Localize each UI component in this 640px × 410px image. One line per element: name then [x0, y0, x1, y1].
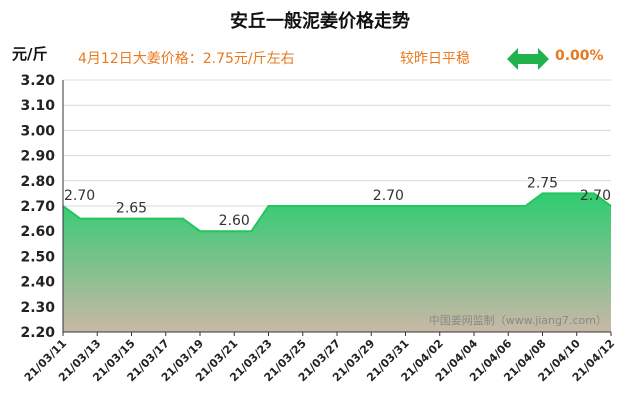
data-label: 2.60 [219, 213, 250, 229]
price-note: 4月12日大姜价格：2.75元/斤左右 [78, 51, 295, 67]
double-arrow-icon [507, 48, 549, 70]
data-label: 2.65 [116, 201, 147, 217]
chart-title: 安丘一般泥姜价格走势 [230, 11, 410, 32]
y-tick-label: 2.70 [20, 199, 55, 215]
compare-label: 较昨日平稳 [400, 51, 470, 67]
x-tick-labels: 21/03/1121/03/1321/03/1521/03/1721/03/19… [22, 332, 617, 384]
y-tick-label: 2.40 [20, 275, 55, 291]
data-label: 2.70 [64, 188, 95, 204]
price-line [62, 192, 612, 233]
price-area [63, 193, 611, 332]
y-tick-labels: 2.20 2.30 2.40 2.50 2.60 2.70 2.80 2.90 3.00 3.10… [20, 73, 55, 341]
compare-value: 0.00% [555, 48, 604, 64]
y-tick-label: 2.30 [20, 300, 55, 316]
y-tick-label: 3.10 [20, 98, 55, 114]
watermark-text: 中国姜网监制（www.jiang7.com） [429, 313, 607, 327]
y-axis-unit: 元/斤 [12, 45, 48, 63]
y-tick-label: 3.20 [20, 73, 55, 89]
data-label: 2.75 [527, 175, 558, 191]
data-label: 2.70 [373, 188, 404, 204]
data-label: 2.70 [580, 188, 611, 204]
y-tick-label: 2.50 [20, 249, 55, 265]
y-tick-label: 2.20 [20, 325, 55, 341]
y-tick-label: 2.80 [20, 174, 55, 190]
y-tick-label: 2.90 [20, 149, 55, 165]
y-tick-label: 3.00 [20, 123, 55, 139]
double-arrow-shape [507, 48, 549, 70]
data-labels: 2.70 2.65 2.60 2.70 2.75 2.70 [64, 175, 611, 229]
y-tick-label: 2.60 [20, 224, 55, 240]
